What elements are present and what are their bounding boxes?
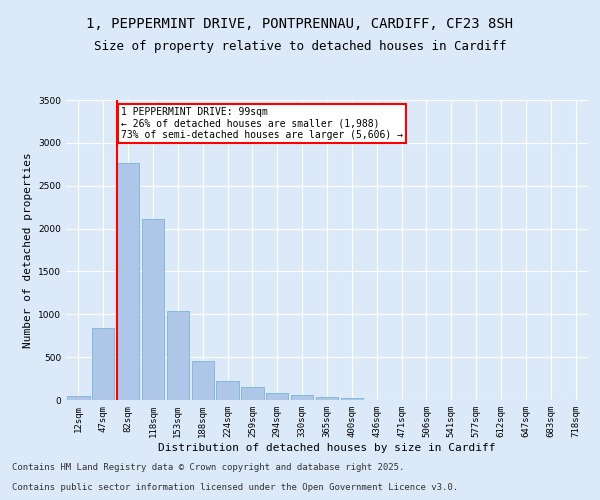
Y-axis label: Number of detached properties: Number of detached properties <box>23 152 32 348</box>
Text: Size of property relative to detached houses in Cardiff: Size of property relative to detached ho… <box>94 40 506 53</box>
Bar <box>241 386 263 400</box>
Bar <box>117 164 139 400</box>
Bar <box>217 380 239 400</box>
Text: Contains public sector information licensed under the Open Government Licence v3: Contains public sector information licen… <box>12 484 458 492</box>
Bar <box>92 328 115 400</box>
Bar <box>341 398 363 400</box>
Text: 1, PEPPERMINT DRIVE, PONTPRENNAU, CARDIFF, CF23 8SH: 1, PEPPERMINT DRIVE, PONTPRENNAU, CARDIF… <box>86 18 514 32</box>
Bar <box>316 398 338 400</box>
Bar <box>291 396 313 400</box>
Bar <box>266 392 289 400</box>
Bar <box>67 396 89 400</box>
Bar <box>167 312 189 400</box>
X-axis label: Distribution of detached houses by size in Cardiff: Distribution of detached houses by size … <box>158 442 496 452</box>
Bar <box>142 219 164 400</box>
Text: Contains HM Land Registry data © Crown copyright and database right 2025.: Contains HM Land Registry data © Crown c… <box>12 464 404 472</box>
Text: 1 PEPPERMINT DRIVE: 99sqm
← 26% of detached houses are smaller (1,988)
73% of se: 1 PEPPERMINT DRIVE: 99sqm ← 26% of detac… <box>121 107 403 140</box>
Bar <box>191 361 214 400</box>
